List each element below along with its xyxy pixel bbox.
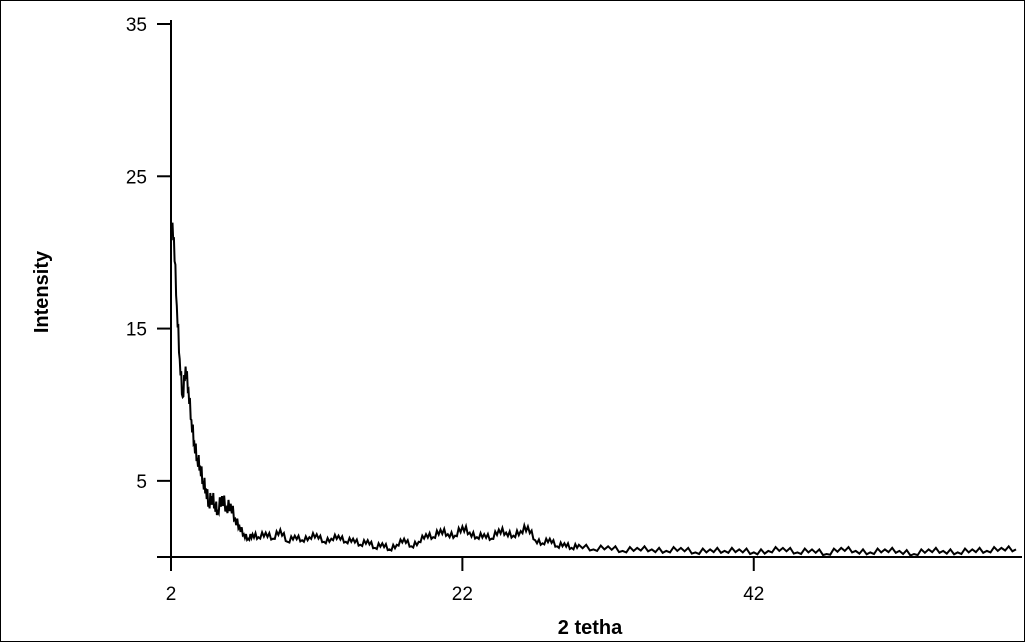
chart-plot [170,221,1017,557]
y-axis-title: Intensity [31,250,53,333]
x-axis-title: 2 tetha [558,617,623,639]
y-tick-label: 35 [126,15,147,36]
series-line [170,221,1017,557]
x-tick-label: 42 [743,584,764,605]
chart-axes [157,20,1022,571]
x-tick-label: 22 [452,584,473,605]
y-tick-label: 5 [136,472,147,493]
y-tick-label: 15 [126,320,147,341]
x-tick-label: 2 [166,584,177,605]
y-tick-label: 25 [126,167,147,188]
